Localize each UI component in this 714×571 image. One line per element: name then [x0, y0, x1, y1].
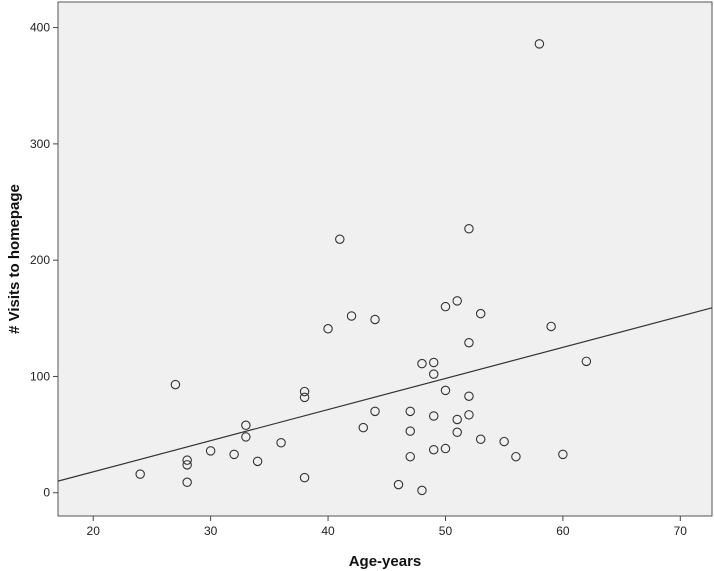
- x-tick-label: 70: [674, 524, 688, 538]
- data-point: [370, 314, 380, 325]
- y-axis-title: # Visits to homepage: [6, 184, 23, 334]
- data-point: [252, 456, 263, 467]
- data-point: [299, 472, 310, 483]
- y-tick-label: 400: [30, 21, 50, 35]
- data-point: [428, 369, 439, 379]
- data-point: [299, 392, 310, 403]
- y-tick-label: 300: [30, 137, 50, 151]
- x-tick-label: 50: [439, 524, 453, 538]
- data-point: [405, 426, 415, 436]
- x-tick-label: 40: [321, 524, 335, 538]
- data-point: [511, 451, 521, 462]
- data-point: [182, 460, 192, 470]
- data-point: [393, 479, 404, 490]
- y-axis: 0 100 200 300 400: [30, 21, 58, 500]
- data-point: [464, 410, 474, 420]
- data-point: [346, 311, 357, 321]
- data-point: [417, 358, 427, 369]
- data-point: [405, 406, 415, 417]
- fit-line: [57, 307, 713, 482]
- y-tick-label: 100: [30, 369, 50, 383]
- data-point: [475, 434, 486, 444]
- plot-area: [57, 1, 713, 517]
- data-point: [440, 385, 451, 396]
- data-point: [241, 432, 251, 442]
- data-point: [546, 321, 556, 332]
- data-point: [229, 449, 239, 460]
- data-point: [205, 446, 216, 456]
- data-point: [417, 485, 427, 496]
- y-tick-label: 200: [30, 253, 50, 267]
- data-point: [276, 437, 286, 448]
- data-point: [135, 469, 145, 479]
- data-point: [182, 455, 192, 465]
- x-axis-title: Age-years: [349, 553, 422, 570]
- data-point: [452, 414, 462, 425]
- data-point: [440, 301, 451, 312]
- data-point: [534, 39, 545, 49]
- data-point: [428, 444, 439, 455]
- data-point: [440, 443, 451, 454]
- data-point: [475, 308, 486, 319]
- data-point: [241, 420, 251, 431]
- data-point: [428, 411, 439, 421]
- data-point: [581, 356, 592, 367]
- data-point: [452, 296, 462, 306]
- data-point: [428, 357, 439, 368]
- data-point: [464, 337, 474, 348]
- x-tick-label: 60: [556, 524, 570, 538]
- data-point: [370, 406, 380, 417]
- x-tick-label: 20: [87, 524, 101, 538]
- x-tick-label: 30: [204, 524, 218, 538]
- data-point: [182, 477, 192, 488]
- y-tick-label: 0: [43, 486, 50, 500]
- data-point: [358, 422, 369, 433]
- x-axis: 20 30 40 50 60 70: [87, 516, 688, 538]
- data-point: [499, 436, 509, 447]
- data-point: [558, 449, 568, 460]
- data-point: [452, 427, 462, 438]
- data-point: [464, 224, 474, 234]
- data-points: [135, 39, 592, 496]
- data-point: [464, 391, 474, 401]
- data-point: [170, 379, 181, 390]
- data-point: [335, 234, 345, 244]
- data-point: [299, 386, 310, 397]
- data-point: [323, 324, 333, 334]
- data-point: [405, 451, 415, 462]
